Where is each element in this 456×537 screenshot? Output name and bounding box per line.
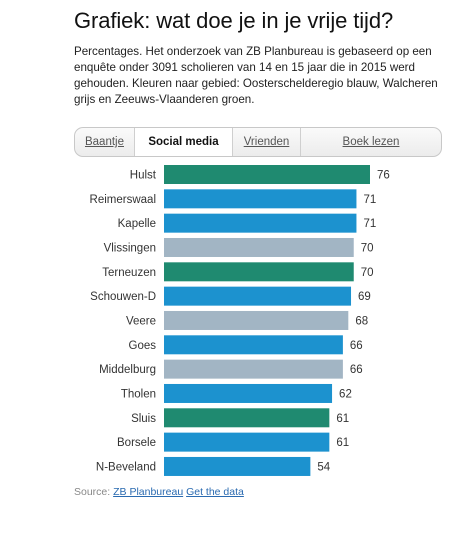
value-label: 69 xyxy=(358,291,371,303)
bar[interactable] xyxy=(164,408,330,428)
bar[interactable] xyxy=(164,165,370,184)
value-label: 70 xyxy=(361,267,374,279)
bar[interactable] xyxy=(164,359,343,379)
value-label: 66 xyxy=(350,364,363,376)
tab-baantje[interactable]: Baantje xyxy=(75,128,135,156)
bar[interactable] xyxy=(164,213,357,233)
category-label: Tholen xyxy=(121,388,156,400)
tab-vrienden[interactable]: Vrienden xyxy=(233,128,301,156)
value-label: 76 xyxy=(377,170,390,182)
category-label: Goes xyxy=(129,340,157,352)
bar[interactable] xyxy=(164,286,352,306)
value-label: 66 xyxy=(350,340,363,352)
category-label: Hulst xyxy=(130,170,157,182)
category-label: Kapelle xyxy=(118,218,156,230)
source-prefix: Source: xyxy=(74,486,111,498)
value-label: 70 xyxy=(361,242,374,254)
bar[interactable] xyxy=(164,456,311,476)
bar[interactable] xyxy=(164,383,333,403)
value-label: 71 xyxy=(363,194,376,206)
bar-chart: Hulst 76 Reimerswaal 71 Kapelle 71 Vlissingen 7… xyxy=(90,165,390,476)
category-label: Schouwen-D xyxy=(90,291,156,303)
chart-title: Grafiek: wat doe je in je vrije tijd? xyxy=(74,8,394,33)
bar[interactable] xyxy=(164,335,343,355)
category-label: Middelburg xyxy=(99,364,156,376)
value-label: 54 xyxy=(317,461,330,473)
value-label: 68 xyxy=(355,315,368,327)
tab-bar: Baantje Social media Vrienden Boek lezen xyxy=(74,127,442,157)
bar[interactable] xyxy=(164,189,357,209)
value-label: 61 xyxy=(336,437,349,449)
value-label: 62 xyxy=(339,388,352,400)
category-label: Borsele xyxy=(117,437,156,449)
category-label: Vlissingen xyxy=(104,242,156,254)
value-label: 61 xyxy=(336,413,349,425)
bar[interactable] xyxy=(164,310,349,330)
get-data-link[interactable]: Get the data xyxy=(186,486,244,498)
source-link[interactable]: ZB Planbureau xyxy=(113,486,184,498)
tab-social-media[interactable]: Social media xyxy=(135,128,233,156)
category-label: N-Beveland xyxy=(96,461,156,473)
category-label: Terneuzen xyxy=(102,267,156,279)
bar[interactable] xyxy=(164,237,354,257)
source-line: Source: ZB Planbureau Get the data xyxy=(74,486,244,498)
category-label: Reimerswaal xyxy=(90,194,156,206)
bar[interactable] xyxy=(164,262,354,282)
value-label: 71 xyxy=(363,218,376,230)
chart-subtitle: Percentages. Het onderzoek van ZB Planbu… xyxy=(74,45,438,106)
tab-boek-lezen[interactable]: Boek lezen xyxy=(342,136,400,148)
category-label: Sluis xyxy=(131,413,156,425)
category-label: Veere xyxy=(126,315,156,327)
bar[interactable] xyxy=(164,432,330,452)
